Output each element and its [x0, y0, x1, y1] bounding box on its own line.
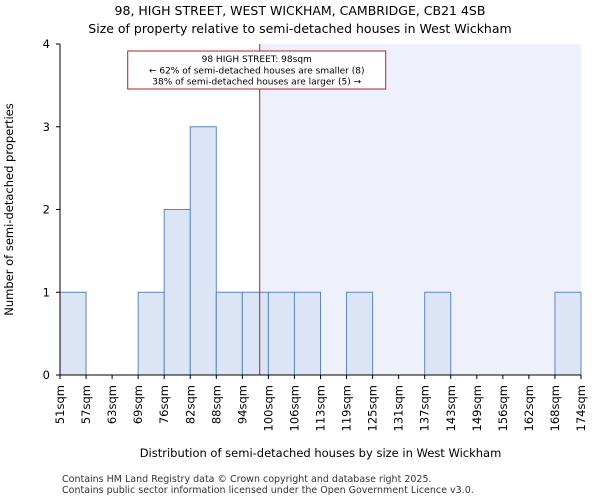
x-tick-label: 94sqm [235, 385, 249, 424]
x-tick-label: 69sqm [131, 385, 145, 424]
footer-line-2: Contains public sector information licen… [62, 485, 474, 496]
x-tick-label: 156sqm [496, 385, 510, 431]
y-tick-label: 2 [43, 203, 50, 217]
histogram-bar [215, 291, 243, 376]
x-tick-label: 82sqm [183, 385, 197, 424]
x-tick-label: 137sqm [418, 385, 432, 431]
x-tick-label: 149sqm [470, 385, 484, 431]
footer-line-1: Contains HM Land Registry data © Crown c… [62, 474, 432, 485]
x-tick-label: 106sqm [287, 385, 301, 431]
annotation-box [127, 50, 387, 90]
histogram-bar [163, 209, 191, 376]
y-axis-label: Number of semi-detached properties [2, 103, 16, 315]
histogram-bar [267, 291, 295, 376]
x-tick-label: 88sqm [209, 385, 223, 424]
chart-title: 98, HIGH STREET, WEST WICKHAM, CAMBRIDGE… [114, 3, 486, 18]
histogram-bar [554, 291, 582, 376]
annotation-line-2: ← 62% of semi-detached houses are smalle… [149, 67, 365, 77]
chart-subtitle: Size of property relative to semi-detach… [88, 21, 512, 36]
histogram-bar [189, 126, 217, 376]
x-tick-label: 63sqm [105, 385, 119, 424]
y-tick-label: 4 [43, 37, 50, 51]
histogram-bar [59, 291, 87, 376]
histogram-bar [293, 291, 322, 376]
x-tick-label: 174sqm [574, 385, 588, 431]
x-tick-label: 131sqm [392, 385, 406, 431]
histogram-bar [424, 291, 452, 376]
x-tick-label: 162sqm [522, 385, 536, 431]
x-axis-label: Distribution of semi-detached houses by … [140, 446, 502, 460]
histogram-bar [137, 291, 165, 376]
histogram-bar [346, 291, 374, 376]
x-tick-label: 119sqm [340, 385, 354, 431]
histogram-bar [241, 291, 269, 376]
annotation-line-3: 38% of semi-detached houses are larger (… [152, 78, 361, 88]
x-tick-label: 125sqm [366, 385, 380, 431]
annotation-line-1: 98 HIGH STREET: 98sqm [202, 55, 312, 65]
x-tick-label: 51sqm [53, 385, 67, 424]
x-tick-label: 57sqm [79, 385, 93, 424]
x-tick-label: 113sqm [314, 385, 328, 431]
x-tick-label: 143sqm [444, 385, 458, 431]
y-tick-label: 1 [43, 285, 50, 299]
x-tick-label: 76sqm [157, 385, 171, 424]
y-tick-label: 0 [43, 368, 50, 382]
y-tick-label: 3 [43, 120, 50, 134]
x-tick-label: 100sqm [261, 385, 275, 431]
x-tick-label: 168sqm [548, 385, 562, 431]
